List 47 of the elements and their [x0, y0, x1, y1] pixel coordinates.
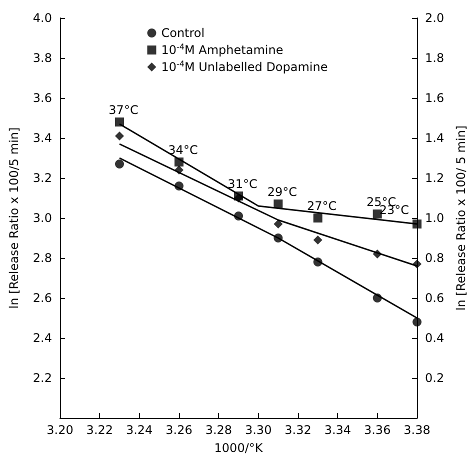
x-tick-label: 3.20: [46, 423, 74, 437]
y-tick-label: 2.8: [32, 251, 52, 265]
y2-tick-label: 1.2: [425, 171, 444, 185]
y2-tick-label: 1.6: [425, 91, 444, 105]
annotation: 27°C: [307, 199, 337, 213]
point: [313, 236, 322, 244]
y2-tick-label: 0.6: [425, 291, 444, 305]
x-tick-label: 3.36: [364, 423, 391, 437]
y2-tick-label: 1.0: [425, 211, 444, 225]
y-tick-label: 2.4: [32, 331, 52, 345]
y2-tick-label: 0.2: [425, 371, 444, 385]
y2-tick-label: 1.8: [425, 51, 444, 65]
point: [115, 118, 124, 126]
x-tick-label: 3.34: [324, 423, 352, 437]
y-tick-label: 2.6: [32, 291, 52, 305]
y2-tick-label: 1.4: [425, 131, 444, 145]
y-tick-label: 3.8: [32, 51, 52, 65]
x-axis-title: 1000/°K: [214, 441, 264, 455]
point: [412, 220, 422, 228]
y-tick-label: 3.2: [32, 171, 52, 185]
annotation: 37°C: [108, 103, 138, 117]
point: [115, 160, 124, 168]
annotation: 34°C: [168, 143, 198, 157]
point: [313, 214, 322, 222]
annotation: 29°C: [267, 185, 298, 199]
y2-tick-label: 0.4: [425, 331, 444, 345]
x-tick-label: 3.30: [244, 423, 272, 437]
point: [274, 220, 283, 228]
y2-tick-label: 2.0: [425, 11, 444, 25]
x-tick-label: 3.38: [404, 423, 430, 437]
point: [412, 318, 422, 326]
annotation: 31°C: [228, 177, 258, 191]
x-tick-label: 3.22: [86, 423, 114, 437]
y-tick-label: 4.0: [32, 11, 52, 25]
x-tick-label: 3.28: [205, 423, 232, 437]
x-tick-label: 3.24: [126, 423, 153, 437]
y-tick-label: 2.2: [32, 371, 52, 385]
legend-label: Control: [161, 26, 205, 40]
point: [115, 132, 124, 140]
y2-axis-title: ln [Release Ratio x 100/ 5 min]: [454, 125, 468, 311]
y-axis-title: ln [Release Ratio x 100/5 min]: [7, 127, 21, 309]
y-tick-label: 3.4: [32, 131, 52, 145]
y2-tick-label: 0.8: [425, 251, 444, 265]
x-tick-label: 3.32: [284, 423, 312, 437]
y-tick-label: 3.0: [32, 211, 52, 225]
x-tick-label: 3.26: [166, 423, 192, 437]
y-tick-label: 3.6: [32, 91, 52, 105]
